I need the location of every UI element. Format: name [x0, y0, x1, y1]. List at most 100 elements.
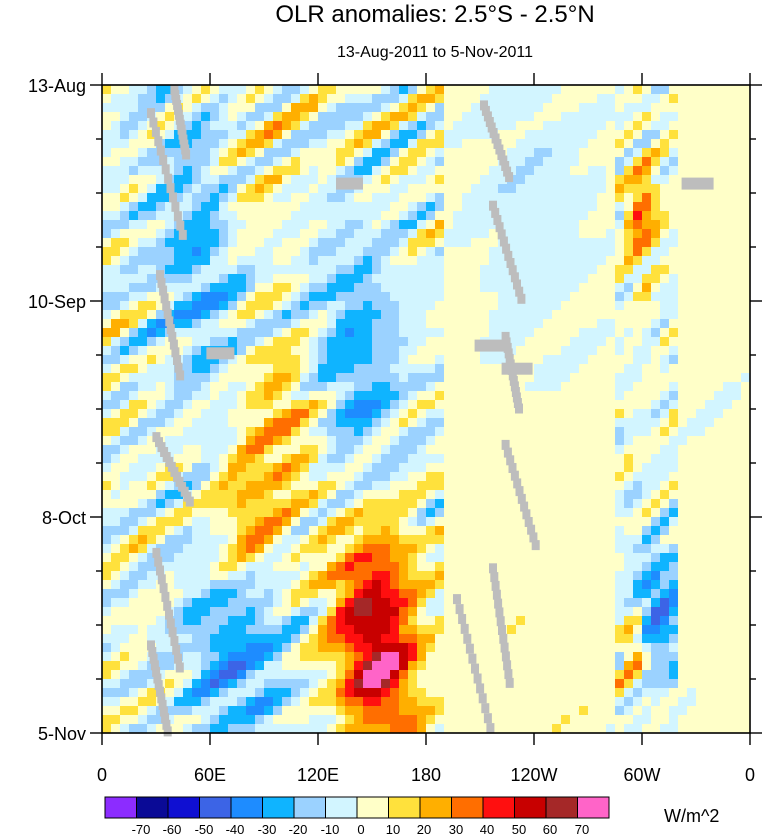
heatmap-cell — [246, 607, 256, 617]
heatmap-cell — [732, 265, 742, 275]
heatmap-cell — [642, 103, 652, 113]
heatmap-cell — [147, 400, 157, 410]
heatmap-cell — [282, 328, 292, 338]
heatmap-cell — [120, 85, 130, 95]
heatmap-cell — [408, 130, 418, 140]
heatmap-cell — [480, 139, 490, 149]
heatmap-cell — [228, 238, 238, 248]
heatmap-cell — [444, 103, 454, 113]
heatmap-cell — [660, 400, 670, 410]
heatmap-cell — [138, 598, 148, 608]
heatmap-cell — [138, 355, 148, 365]
heatmap-cell — [345, 544, 355, 554]
heatmap-cell — [102, 463, 112, 473]
heatmap-cell — [174, 247, 184, 257]
heatmap-cell — [309, 94, 319, 104]
heatmap-cell — [543, 481, 553, 491]
heatmap-cell — [489, 634, 499, 644]
heatmap-cell — [408, 85, 418, 95]
heatmap-cell — [210, 85, 220, 95]
heatmap-cell — [390, 652, 400, 662]
heatmap-cell — [579, 121, 589, 131]
heatmap-cell — [318, 346, 328, 356]
heatmap-cell — [471, 400, 481, 410]
heatmap-cell — [174, 184, 184, 194]
heatmap-cell — [507, 436, 517, 446]
heatmap-cell — [318, 328, 328, 338]
heatmap-cell — [282, 220, 292, 230]
heatmap-cell — [435, 337, 445, 347]
heatmap-cell — [534, 499, 544, 509]
heatmap-cell — [651, 382, 661, 392]
heatmap-cell — [669, 265, 679, 275]
heatmap-cell — [534, 652, 544, 662]
heatmap-cell — [624, 598, 634, 608]
heatmap-cell — [282, 616, 292, 626]
heatmap-cell — [183, 607, 193, 617]
heatmap-cell — [579, 616, 589, 626]
heatmap-cell — [354, 418, 364, 428]
heatmap-cell — [192, 355, 202, 365]
heatmap-cell — [597, 157, 607, 167]
heatmap-cell — [282, 562, 292, 572]
heatmap-cell — [273, 256, 283, 266]
heatmap-cell — [453, 112, 463, 122]
heatmap-cell — [678, 130, 688, 140]
heatmap-cell — [606, 670, 616, 680]
heatmap-cell — [327, 130, 337, 140]
heatmap-cell — [543, 598, 553, 608]
heatmap-cell — [174, 436, 184, 446]
heatmap-cell — [435, 373, 445, 383]
heatmap-cell — [588, 598, 598, 608]
heatmap-cell — [642, 157, 652, 167]
heatmap-cell — [498, 661, 508, 671]
heatmap-cell — [525, 211, 535, 221]
heatmap-cell — [336, 409, 346, 419]
heatmap-cell — [462, 679, 472, 689]
heatmap-cell — [678, 454, 688, 464]
heatmap-cell — [219, 670, 229, 680]
heatmap-cell — [300, 238, 310, 248]
heatmap-cell — [642, 409, 652, 419]
heatmap-cell — [372, 472, 382, 482]
heatmap-cell — [120, 148, 130, 158]
heatmap-cell — [444, 517, 454, 527]
heatmap-cell — [129, 607, 139, 617]
heatmap-cell — [165, 130, 175, 140]
heatmap-cell — [705, 481, 715, 491]
heatmap-cell — [480, 454, 490, 464]
heatmap-cell — [201, 670, 211, 680]
heatmap-cell — [102, 148, 112, 158]
heatmap-cell — [597, 85, 607, 95]
heatmap-cell — [129, 409, 139, 419]
heatmap-cell — [282, 274, 292, 284]
heatmap-cell — [561, 499, 571, 509]
heatmap-cell — [633, 121, 643, 131]
heatmap-cell — [381, 589, 391, 599]
heatmap-cell — [714, 94, 724, 104]
heatmap-cell — [192, 274, 202, 284]
heatmap-cell — [480, 634, 490, 644]
heatmap-cell — [354, 625, 364, 635]
heatmap-cell — [399, 427, 409, 437]
heatmap-cell — [570, 535, 580, 545]
heatmap-cell — [264, 265, 274, 275]
heatmap-cell — [489, 508, 499, 518]
heatmap-cell — [480, 301, 490, 311]
heatmap-cell — [219, 247, 229, 257]
heatmap-cell — [111, 373, 121, 383]
heatmap-cell — [120, 607, 130, 617]
heatmap-cell — [327, 634, 337, 644]
heatmap-cell — [201, 607, 211, 617]
heatmap-cell — [669, 616, 679, 626]
heatmap-cell — [660, 193, 670, 203]
heatmap-cell — [696, 112, 706, 122]
heatmap-cell — [588, 499, 598, 509]
heatmap-cell — [696, 346, 706, 356]
heatmap-cell — [462, 256, 472, 266]
heatmap-cell — [633, 274, 643, 284]
heatmap-cell — [543, 571, 553, 581]
heatmap-cell — [408, 229, 418, 239]
heatmap-cell — [165, 418, 175, 428]
heatmap-cell — [471, 148, 481, 158]
